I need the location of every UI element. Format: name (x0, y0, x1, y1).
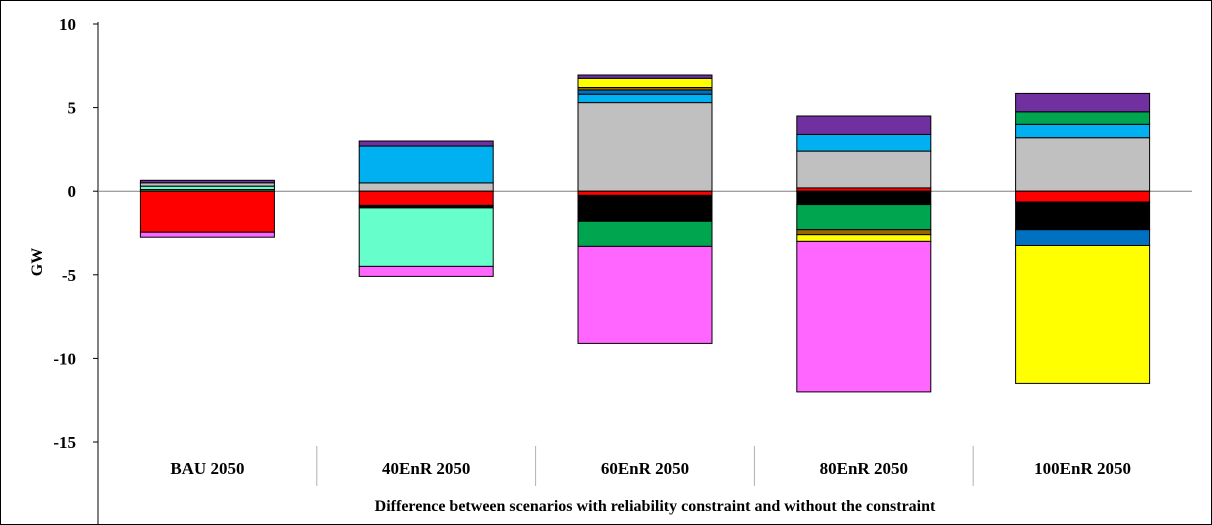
bars (139, 74, 1151, 393)
category-label: 60EnR 2050 (601, 459, 689, 478)
bar-stack (796, 115, 932, 393)
y-axis-title: GW (29, 248, 46, 276)
bar-segment (577, 102, 713, 192)
bar-segment (139, 231, 275, 238)
bar-segment (1015, 92, 1151, 113)
bar-segment (577, 74, 713, 79)
bar-segment (1015, 229, 1151, 247)
bar-segment (358, 190, 494, 206)
category-label: BAU 2050 (170, 459, 244, 478)
category-label: 80EnR 2050 (820, 459, 908, 478)
bar-segment (577, 93, 713, 104)
bar-segment (1015, 123, 1151, 139)
bar-segment (358, 182, 494, 192)
bar-segment (796, 150, 932, 189)
bar-segment (358, 265, 494, 277)
y-tick-label: 5 (68, 99, 77, 118)
bar-segment (358, 140, 494, 147)
bar-segment (1015, 245, 1151, 384)
bar-segment (796, 204, 932, 231)
bar-stack (358, 140, 494, 277)
bar-segment (139, 179, 275, 184)
bar-segment (358, 207, 494, 267)
y-tick-label: 10 (59, 15, 76, 34)
bar-segment (796, 133, 932, 152)
bar-segment (796, 240, 932, 393)
bar-segment (577, 89, 713, 95)
bar-segment (577, 220, 713, 247)
bar-segment (796, 229, 932, 236)
bar-segment (796, 234, 932, 242)
y-tick-label: -10 (53, 349, 76, 368)
bar-segment (358, 145, 494, 184)
bar-segment (1015, 111, 1151, 125)
y-tick-label: -15 (53, 433, 76, 452)
labels: 10 5 0 -5 -10 -15 BAU 2050 40EnR 2050 60EnR 2050… (53, 15, 1131, 478)
bar-segment (1015, 137, 1151, 192)
bar-stack (577, 74, 713, 344)
bar-segment (577, 194, 713, 222)
category-label: 40EnR 2050 (382, 459, 470, 478)
bar-segment (796, 115, 932, 135)
bar-segment (139, 190, 275, 233)
bar-segment (139, 185, 275, 190)
y-tick-label: -5 (62, 266, 76, 285)
x-axis-title: Difference between scenarios with reliab… (375, 498, 936, 515)
bar-segment (1015, 201, 1151, 231)
bar-segment (577, 245, 713, 344)
y-tick-label: 0 (68, 182, 77, 201)
category-label: 100EnR 2050 (1034, 459, 1131, 478)
bar-segment (1015, 190, 1151, 203)
bar-stack (139, 179, 275, 238)
bar-stack (1015, 92, 1151, 384)
bar-segment (577, 190, 713, 196)
bar-segment (577, 77, 713, 89)
bar-segment (796, 190, 932, 206)
